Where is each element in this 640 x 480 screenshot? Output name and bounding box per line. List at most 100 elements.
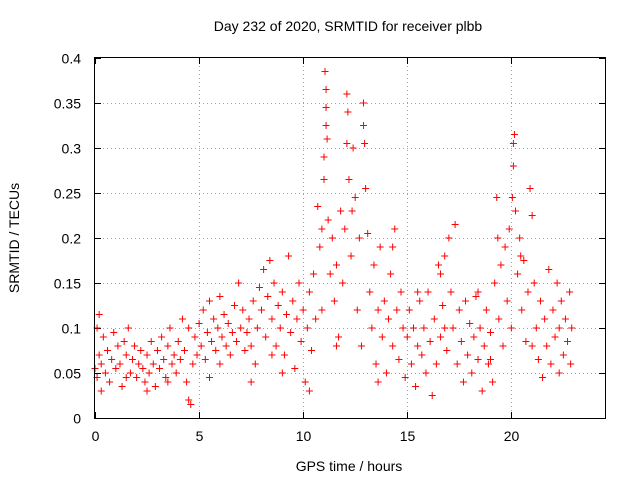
data-point [183,378,191,386]
data-point [516,234,524,242]
data-point [335,333,343,341]
data-point [185,396,193,404]
data-point [122,351,130,359]
data-point [178,315,186,323]
data-point [449,324,457,332]
data-point [258,306,266,314]
data-point [374,378,382,386]
x-tick-label: 15 [400,428,416,444]
data-point [318,306,326,314]
data-point [426,338,434,345]
data-point [305,387,313,395]
data-point [116,360,124,368]
data-point [323,135,331,143]
data-point [403,333,411,341]
data-point [357,342,365,350]
data-point [316,243,324,251]
data-point [320,153,328,161]
data-point [557,297,565,305]
data-point [553,279,561,287]
data-point [210,315,218,323]
data-point [124,324,132,332]
data-point [568,324,576,332]
data-point [176,356,184,363]
data-point [187,401,195,408]
data-point [510,131,518,138]
y-tick-labels: 0 0.05 0.1 0.15 0.2 0.25 0.3 0.35 0.4 [54,51,81,427]
data-point [216,293,224,300]
data-point [430,315,438,323]
data-point [453,360,461,368]
data-point [484,360,492,368]
data-point [567,360,575,368]
data-point [322,122,330,129]
data-point [351,194,359,201]
data-point [274,302,282,309]
data-point [249,297,257,305]
data-point [385,315,393,323]
data-point [293,315,301,323]
data-point [97,360,105,368]
data-point [549,306,557,314]
data-point [445,234,453,242]
data-point [347,252,355,260]
data-point [268,315,276,323]
data-point [122,374,130,381]
data-point [474,288,482,296]
data-point [441,324,449,332]
data-point [101,369,109,377]
data-point [476,324,484,332]
data-point [514,270,522,278]
plot-frame [94,57,606,419]
data-point [505,225,513,233]
data-point [205,374,213,381]
data-point [462,297,470,305]
data-point [307,347,315,354]
data-point [401,374,409,381]
data-point [324,216,332,224]
y-tick-label: 0.1 [62,321,82,337]
data-point [434,261,442,269]
data-point [108,356,116,363]
data-point [370,261,378,269]
data-point [297,338,305,345]
data-point [382,369,390,377]
data-point [561,315,569,323]
data-point [494,234,502,242]
data-point [545,266,553,273]
data-point [247,378,255,386]
data-point [428,392,436,399]
data-point [332,261,340,269]
y-tick-label: 0.05 [54,366,81,382]
data-point [447,288,455,296]
y-tick-label: 0.3 [62,141,82,157]
data-point [387,270,395,278]
data-point [145,369,153,377]
data-point [487,356,495,363]
data-point [216,360,224,368]
data-point [320,176,328,183]
data-point [378,333,386,341]
data-point [480,342,488,350]
data-point [99,333,107,341]
data-point [181,347,189,354]
data-point [518,306,526,314]
data-point [220,311,228,318]
data-point [299,306,307,314]
data-point [95,311,103,318]
data-point [110,329,118,336]
data-point [451,221,459,228]
data-point [131,342,139,350]
data-point [372,360,380,368]
data-point [355,234,363,242]
data-point [321,68,329,75]
y-tick-label: 0 [73,411,81,427]
data-point [243,329,251,336]
data-point [416,297,424,305]
data-point [459,378,467,386]
data-point [322,86,330,93]
data-point [312,315,320,323]
data-point [251,360,259,368]
data-point [201,356,209,363]
data-point [147,338,155,345]
